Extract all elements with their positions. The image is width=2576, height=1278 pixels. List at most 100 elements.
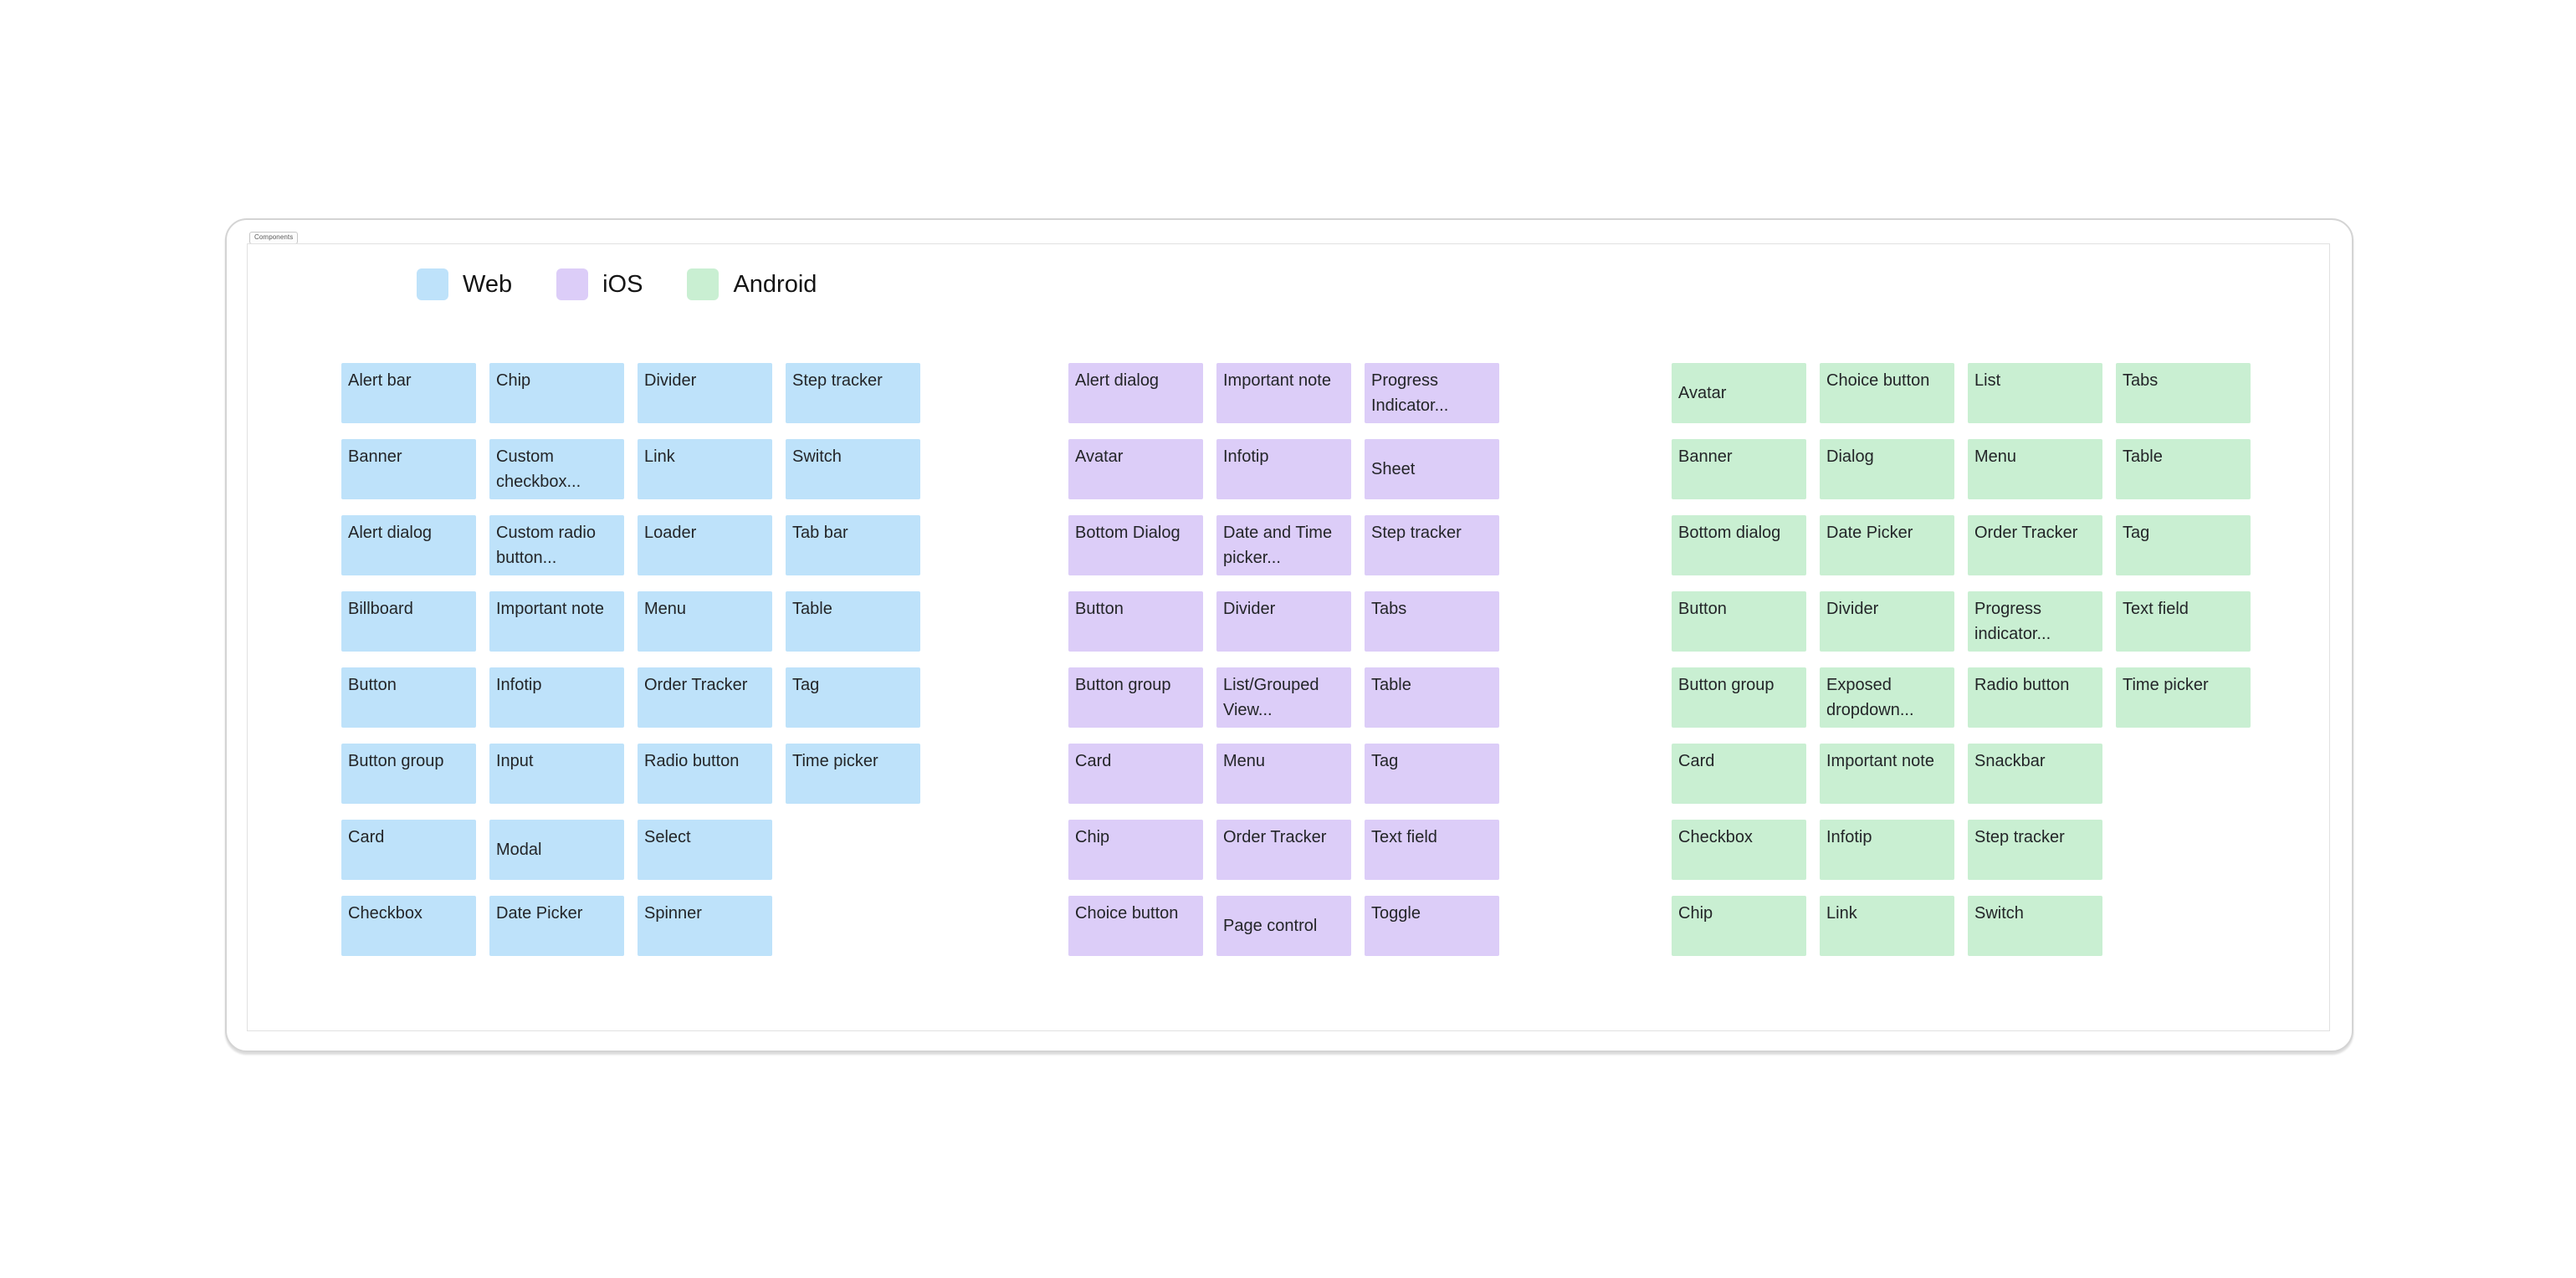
tile-android-menu[interactable]: Menu [1968, 439, 2102, 499]
tile-web-link[interactable]: Link [638, 439, 772, 499]
tile-web-input[interactable]: Input [489, 744, 624, 804]
tile-ios-table[interactable]: Table [1365, 667, 1499, 728]
tile-web-button[interactable]: Button [341, 667, 476, 728]
tile-android-button-group[interactable]: Button group [1672, 667, 1806, 728]
tile-android-checkbox[interactable]: Checkbox [1672, 820, 1806, 880]
tile-ios-order-tracker[interactable]: Order Tracker [1216, 820, 1351, 880]
tile-label: Billboard [348, 600, 413, 618]
frame-name-tab[interactable]: Components [249, 232, 299, 244]
tile-web-checkbox[interactable]: Checkbox [341, 896, 476, 956]
tile-android-dialog[interactable]: Dialog [1820, 439, 1954, 499]
tile-web-divider[interactable]: Divider [638, 363, 772, 423]
tile-web-infotip[interactable]: Infotip [489, 667, 624, 728]
tile-ios-tag[interactable]: Tag [1365, 744, 1499, 804]
tile-label: Tabs [2123, 371, 2159, 390]
tile-web-custom-checkbox[interactable]: Custom checkbox... [489, 439, 624, 499]
tile-ios-list-grouped-view[interactable]: List/Grouped View... [1216, 667, 1351, 728]
tile-android-order-tracker[interactable]: Order Tracker [1968, 515, 2102, 575]
tile-ios-button[interactable]: Button [1068, 591, 1203, 652]
tile-label: Tag [792, 676, 820, 694]
tile-web-alert-bar[interactable]: Alert bar [341, 363, 476, 423]
tile-web-date-picker[interactable]: Date Picker [489, 896, 624, 956]
tile-android-button[interactable]: Button [1672, 591, 1806, 652]
tile-web-spinner[interactable]: Spinner [638, 896, 772, 956]
tile-android-chip[interactable]: Chip [1672, 896, 1806, 956]
tile-web-tag[interactable]: Tag [786, 667, 920, 728]
tile-android-divider[interactable]: Divider [1820, 591, 1954, 652]
tile-android-list[interactable]: List [1968, 363, 2102, 423]
tile-android-tabs[interactable]: Tabs [2116, 363, 2251, 423]
tile-ios-alert-dialog[interactable]: Alert dialog [1068, 363, 1203, 423]
group-ios: Alert dialog Important note Progress Indic… [1068, 363, 1499, 956]
tile-label: Alert dialog [348, 524, 433, 542]
tile-ios-tabs[interactable]: Tabs [1365, 591, 1499, 652]
tile-web-button-group[interactable]: Button group [341, 744, 476, 804]
tile-web-custom-radio-button[interactable]: Custom radio button... [489, 515, 624, 575]
tile-android-avatar[interactable]: Avatar [1672, 363, 1806, 423]
tile-web-card[interactable]: Card [341, 820, 476, 880]
tile-android-date-picker[interactable]: Date Picker [1820, 515, 1954, 575]
tile-web-loader[interactable]: Loader [638, 515, 772, 575]
tile-android-bottom-dialog[interactable]: Bottom dialog [1672, 515, 1806, 575]
tile-ios-sheet[interactable]: Sheet [1365, 439, 1499, 499]
tile-ios-step-tracker[interactable]: Step tracker [1365, 515, 1499, 575]
tile-ios-divider[interactable]: Divider [1216, 591, 1351, 652]
tile-web-switch[interactable]: Switch [786, 439, 920, 499]
tile-android-tag[interactable]: Tag [2116, 515, 2251, 575]
tile-ios-important-note[interactable]: Important note [1216, 363, 1351, 423]
tile-android-radio-button[interactable]: Radio button [1968, 667, 2102, 728]
tile-ios-page-control[interactable]: Page control [1216, 896, 1351, 956]
tile-android-exposed-dropdown[interactable]: Exposed dropdown... [1820, 667, 1954, 728]
tile-label: Menu [1974, 447, 2017, 466]
tile-web-order-tracker[interactable]: Order Tracker [638, 667, 772, 728]
tile-label: Order Tracker [1223, 828, 1327, 846]
tile-web-menu[interactable]: Menu [638, 591, 772, 652]
tile-android-link[interactable]: Link [1820, 896, 1954, 956]
tile-android-progress-indicator[interactable]: Progress indicator... [1968, 591, 2102, 652]
tile-ios-bottom-dialog[interactable]: Bottom Dialog [1068, 515, 1203, 575]
tile-web-modal[interactable]: Modal [489, 820, 624, 880]
tile-web-table[interactable]: Table [786, 591, 920, 652]
tile-ios-menu[interactable]: Menu [1216, 744, 1351, 804]
tile-web-step-tracker[interactable]: Step tracker [786, 363, 920, 423]
tile-ios-avatar[interactable]: Avatar [1068, 439, 1203, 499]
tile-label: Card [348, 828, 385, 846]
tile-web-radio-button[interactable]: Radio button [638, 744, 772, 804]
tile-web-time-picker[interactable]: Time picker [786, 744, 920, 804]
tile-android-important-note[interactable]: Important note [1820, 744, 1954, 804]
tile-android-infotip[interactable]: Infotip [1820, 820, 1954, 880]
tile-android-time-picker[interactable]: Time picker [2116, 667, 2251, 728]
tile-ios-card[interactable]: Card [1068, 744, 1203, 804]
tile-android-step-tracker[interactable]: Step tracker [1968, 820, 2102, 880]
tile-android-switch[interactable]: Switch [1968, 896, 2102, 956]
tile-label: Step tracker [1371, 524, 1462, 542]
tile-web-select[interactable]: Select [638, 820, 772, 880]
tile-web-alert-dialog[interactable]: Alert dialog [341, 515, 476, 575]
tile-label: Tabs [1371, 600, 1407, 618]
tile-android-card[interactable]: Card [1672, 744, 1806, 804]
tile-android-choice-button[interactable]: Choice button [1820, 363, 1954, 423]
tile-web-billboard[interactable]: Billboard [341, 591, 476, 652]
tile-label: Step tracker [1974, 828, 2065, 846]
tile-android-table[interactable]: Table [2116, 439, 2251, 499]
tile-label: Tag [1371, 752, 1399, 770]
tile-ios-toggle[interactable]: Toggle [1365, 896, 1499, 956]
tile-ios-infotip[interactable]: Infotip [1216, 439, 1351, 499]
tile-web-chip[interactable]: Chip [489, 363, 624, 423]
tile-web-tab-bar[interactable]: Tab bar [786, 515, 920, 575]
tile-ios-text-field[interactable]: Text field [1365, 820, 1499, 880]
tile-web-banner[interactable]: Banner [341, 439, 476, 499]
tile-ios-choice-button[interactable]: Choice button [1068, 896, 1203, 956]
android-color-swatch [687, 268, 720, 300]
tile-android-snackbar[interactable]: Snackbar [1968, 744, 2102, 804]
tile-ios-chip[interactable]: Chip [1068, 820, 1203, 880]
tile-label: Time picker [792, 752, 878, 770]
tile-web-important-note[interactable]: Important note [489, 591, 624, 652]
tile-ios-button-group[interactable]: Button group [1068, 667, 1203, 728]
group-web: Alert bar Chip Divider Step tracker Banner Cu… [341, 363, 920, 956]
tile-android-text-field[interactable]: Text field [2116, 591, 2251, 652]
tile-label: Infotip [496, 676, 542, 694]
tile-ios-progress-indicator[interactable]: Progress Indicator... [1365, 363, 1499, 423]
tile-android-banner[interactable]: Banner [1672, 439, 1806, 499]
tile-ios-date-and-time-picker[interactable]: Date and Time picker... [1216, 515, 1351, 575]
